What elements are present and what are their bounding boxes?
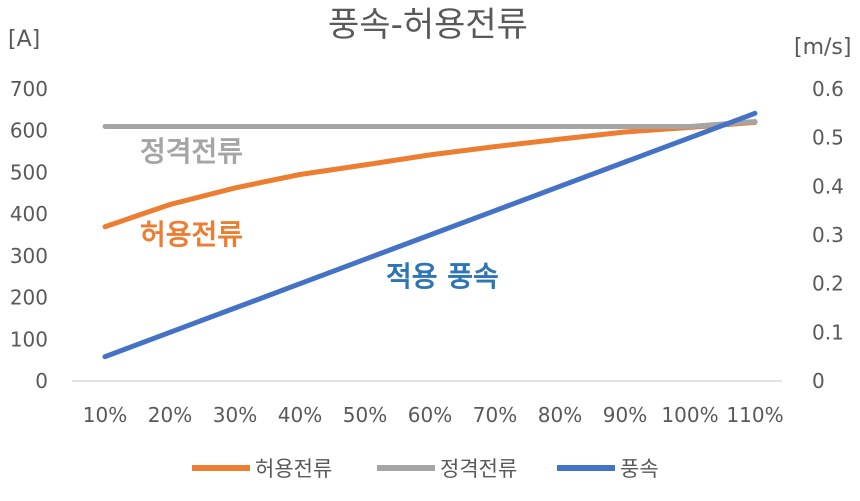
x-tick-label: 100%: [661, 403, 718, 427]
y-left-tick-label: 100: [10, 327, 48, 351]
y-right-tick-label: 0: [812, 369, 825, 393]
x-tick-label: 70%: [473, 403, 517, 427]
x-tick-label: 10%: [83, 403, 127, 427]
y-right-tick-label: 0.6: [812, 77, 844, 101]
y-left-tick-label: 700: [10, 77, 48, 101]
y-left-tick-label: 300: [10, 244, 48, 268]
legend-label: 풍속: [620, 457, 659, 481]
legend: 허용전류 정격전류 풍속: [192, 457, 659, 481]
y-left-axis-label: [A]: [8, 27, 40, 52]
annotation-applied-wind-speed: 적용 풍속: [386, 260, 499, 293]
x-tick-label: 30%: [213, 403, 257, 427]
series-line-2: [102, 110, 758, 360]
y-left-tick-label: 400: [10, 202, 48, 226]
y-right-tick-label: 0.2: [812, 272, 844, 296]
annotation-allowable-current: 허용전류: [140, 218, 243, 251]
y-left-tick-label: 500: [10, 160, 48, 184]
y-left-tick-label: 200: [10, 286, 48, 310]
x-tick-label: 90%: [603, 403, 647, 427]
x-tick-label: 60%: [408, 403, 452, 427]
y-right-tick-label: 0.3: [812, 223, 844, 247]
chart-title: 풍속-허용전류: [328, 5, 528, 45]
x-tick-label: 110%: [726, 403, 783, 427]
x-tick-label: 80%: [538, 403, 582, 427]
series-lines: [102, 110, 758, 360]
x-tick-label: 20%: [148, 403, 192, 427]
x-tick-label: 40%: [278, 403, 322, 427]
x-tick-labels: 10% 20% 30% 40% 50% 60% 70% 80% 90% 100% 110%: [83, 403, 784, 427]
y-right-axis-label: [m/s]: [794, 35, 851, 60]
y-right-tick-labels: 0 0.1 0.2 0.3 0.4 0.5 0.6: [812, 77, 844, 393]
x-tick-label: 50%: [343, 403, 387, 427]
y-right-tick-label: 0.4: [812, 174, 844, 198]
series-line-1: [102, 119, 758, 129]
legend-label: 허용전류: [255, 457, 332, 481]
y-right-tick-label: 0.5: [812, 126, 844, 150]
series-line-0: [102, 119, 758, 230]
y-left-tick-label: 600: [10, 119, 48, 143]
y-left-tick-label: 0: [35, 369, 48, 393]
legend-label: 정격전류: [440, 457, 517, 481]
y-left-tick-labels: 0 100 200 300 400 500 600 700: [10, 77, 48, 393]
annotation-rated-current: 정격전류: [140, 135, 243, 168]
y-right-tick-label: 0.1: [812, 320, 844, 344]
